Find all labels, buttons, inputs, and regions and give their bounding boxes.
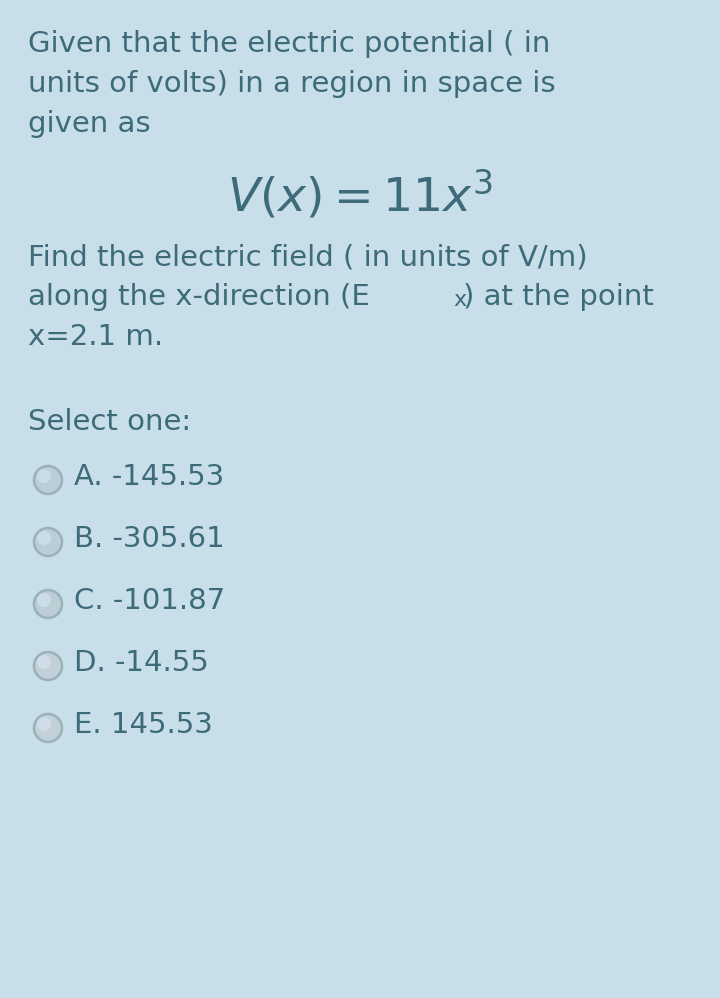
Circle shape <box>34 528 62 556</box>
Circle shape <box>34 590 62 618</box>
Text: E. 145.53: E. 145.53 <box>74 711 213 739</box>
Text: x: x <box>454 290 467 310</box>
Text: units of volts) in a region in space is: units of volts) in a region in space is <box>28 70 556 98</box>
Text: C. -101.87: C. -101.87 <box>74 587 225 615</box>
Circle shape <box>37 531 51 545</box>
Circle shape <box>34 652 62 680</box>
Text: given as: given as <box>28 110 150 138</box>
Text: ) at the point: ) at the point <box>463 283 654 311</box>
Text: $V(x) = 11x^3$: $V(x) = 11x^3$ <box>228 168 492 221</box>
Text: D. -14.55: D. -14.55 <box>74 649 209 677</box>
Text: B. -305.61: B. -305.61 <box>74 525 225 553</box>
Circle shape <box>34 466 62 494</box>
Text: Given that the electric potential ( in: Given that the electric potential ( in <box>28 30 550 58</box>
Circle shape <box>37 469 51 483</box>
Text: A. -145.53: A. -145.53 <box>74 463 224 491</box>
Circle shape <box>37 655 51 669</box>
Circle shape <box>37 717 51 731</box>
Circle shape <box>34 714 62 742</box>
Text: x=2.1 m.: x=2.1 m. <box>28 323 163 351</box>
Text: Find the electric field ( in units of V/m): Find the electric field ( in units of V/… <box>28 243 588 271</box>
Text: along the x-direction (E: along the x-direction (E <box>28 283 370 311</box>
Text: Select one:: Select one: <box>28 408 191 436</box>
Circle shape <box>37 593 51 607</box>
